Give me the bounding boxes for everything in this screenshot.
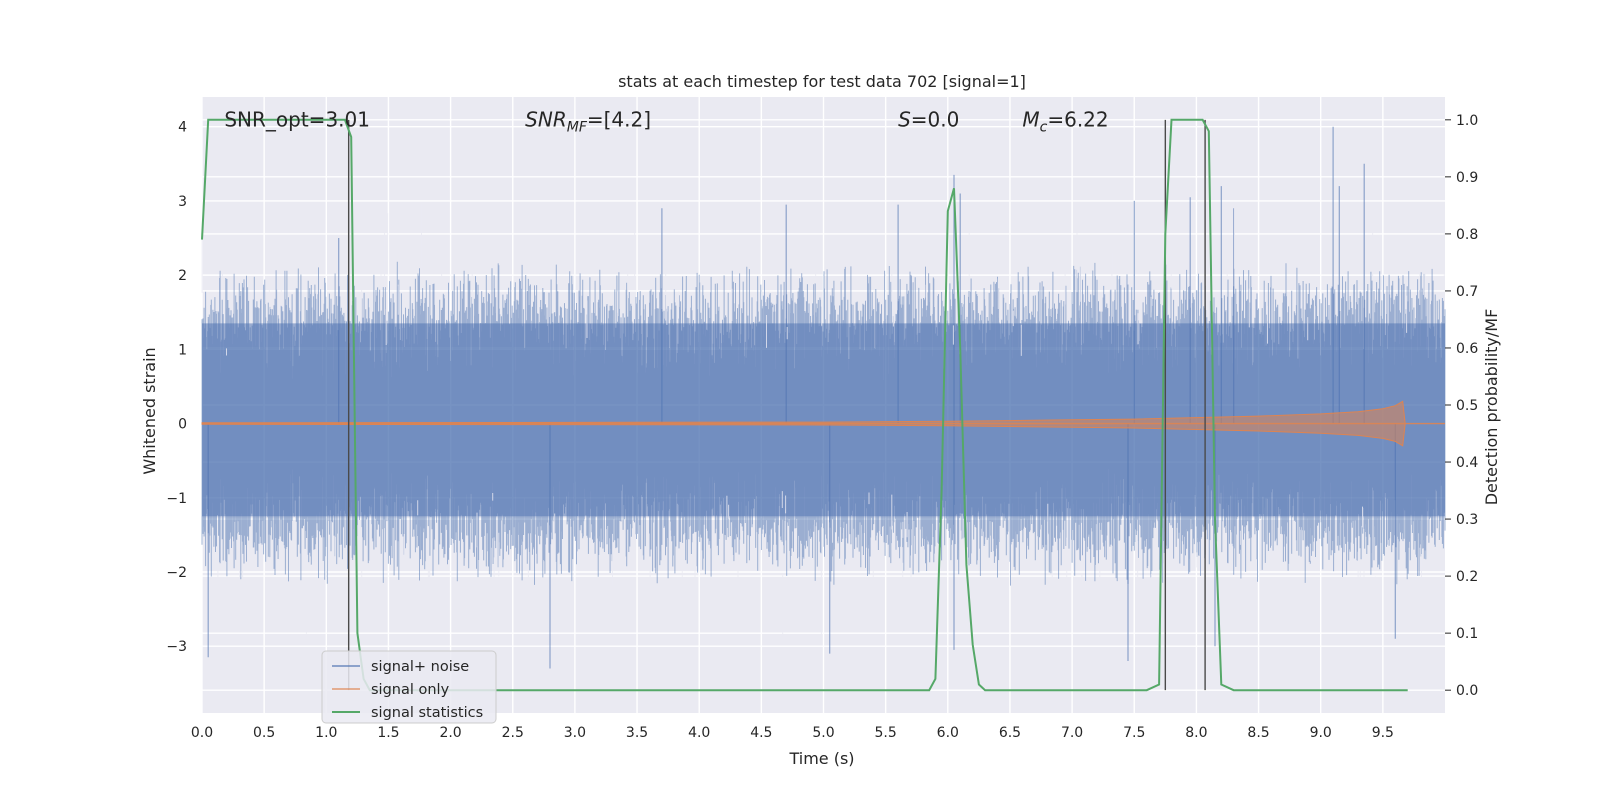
y-tick-label-left: −1 [166,491,187,507]
y-tick-label-right: 0.7 [1456,284,1478,300]
statistics-line [201,118,1408,692]
y-tick-label-right: 0.3 [1456,512,1478,528]
x-tick-label: 8.5 [1247,725,1269,741]
x-tick-label: 5.0 [812,725,834,741]
x-tick-label: 5.5 [875,725,897,741]
x-tick-label: 7.5 [1123,725,1145,741]
x-tick-label: 2.0 [439,725,461,741]
x-tick-label: 3.0 [564,725,586,741]
x-axis-ticks: 0.0 0.5 1.0 1.5 2.0 2.5 3.0 3.5 4.0 4.5 5.0 5.5 6.0 6… [191,725,1394,741]
y-tick-label-right: 0.4 [1456,455,1478,471]
x-tick-label: 0.0 [191,725,213,741]
annotations: SNR_opt=3.01 SNRMF=[4.2] S=0.0 Mc=6.22 [224,107,1108,135]
y-tick-label-right: 0.1 [1456,626,1478,642]
y-tick-label-right: 1.0 [1456,113,1478,129]
y-tick-label-left: 0 [178,417,187,433]
annotation: S=0.0 [898,107,959,131]
right-y-axis-ticks: 0.0 0.1 0.2 0.3 0.4 0.5 0.6 0.7 0.8 0.9 1.0 [1445,113,1478,699]
chart-title: stats at each timestep for test data 702… [618,72,1026,91]
detection-markers [347,119,1206,691]
y-axis-label-right: Detection probability/MF [1482,309,1501,506]
x-axis-label: Time (s) [788,749,854,768]
y-tick-label-right: 0.6 [1456,341,1478,357]
legend: signal+ noise signal only signal statistic… [321,650,497,724]
noise-gaps [201,202,1445,641]
x-tick-label: 1.0 [315,725,337,741]
y-tick-label-left: 3 [178,194,187,210]
y-tick-label-left: 1 [178,342,187,358]
x-tick-label: 6.5 [999,725,1021,741]
annotation: SNR_opt=3.01 [224,107,370,131]
y-tick-label-left: 2 [178,268,187,284]
x-tick-label: 1.5 [377,725,399,741]
x-tick-label: 6.0 [937,725,959,741]
x-tick-label: 7.0 [1061,725,1083,741]
legend-label: signal+ noise [371,659,469,675]
y-tick-label-right: 0.5 [1456,398,1478,414]
left-y-axis-ticks: −3 −2 −1 0 1 2 3 4 [166,120,187,656]
x-tick-label: 8.0 [1185,725,1207,741]
y-tick-label-right: 0.9 [1456,170,1478,186]
y-tick-label-left: 4 [178,120,187,136]
x-tick-label: 4.5 [750,725,772,741]
x-tick-label: 9.5 [1372,725,1394,741]
y-tick-label-right: 0.8 [1456,227,1478,243]
x-tick-label: 4.0 [688,725,710,741]
series-signal-only [201,400,1445,447]
legend-label: signal statistics [371,705,483,721]
noise-peaks [207,126,1396,669]
legend-box [321,650,497,724]
legend-label: signal only [371,682,450,698]
annotation: SNRMF=[4.2] [525,107,651,135]
y-tick-label-right: 0.0 [1456,683,1478,699]
y-tick-label-left: −3 [166,639,187,655]
y-tick-label-left: −2 [166,565,187,581]
annotation: Mc=6.22 [1022,107,1108,135]
x-tick-label: 2.5 [502,725,524,741]
x-tick-label: 9.0 [1310,725,1332,741]
series-signal-statistics [201,118,1408,692]
x-tick-label: 3.5 [626,725,648,741]
x-tick-label: 0.5 [253,725,275,741]
y-axis-label-left: Whitened strain [140,347,159,474]
y-tick-label-right: 0.2 [1456,569,1478,585]
